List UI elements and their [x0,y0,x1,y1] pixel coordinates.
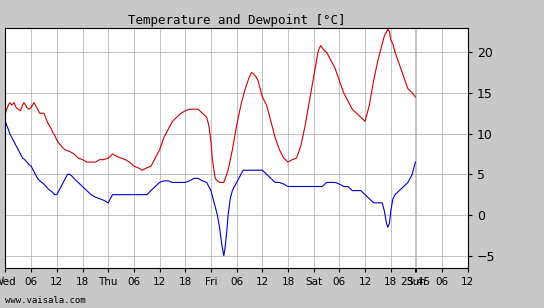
Title: Temperature and Dewpoint [°C]: Temperature and Dewpoint [°C] [128,14,345,26]
Text: www.vaisala.com: www.vaisala.com [5,296,86,305]
